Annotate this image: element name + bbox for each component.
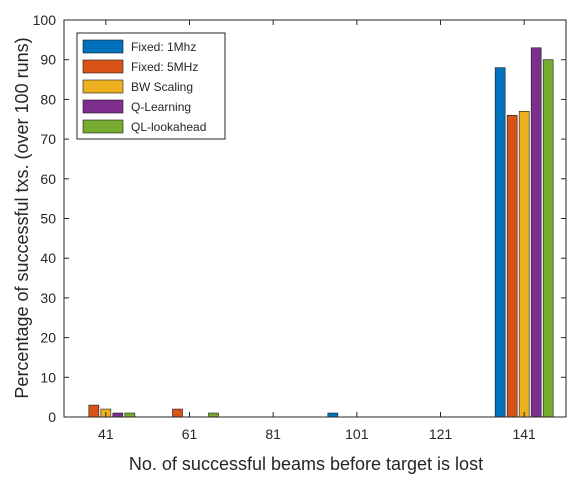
legend-label: Fixed: 5MHz bbox=[131, 60, 198, 74]
x-tick-label: 41 bbox=[98, 426, 114, 442]
x-tick-label: 141 bbox=[512, 426, 536, 442]
y-tick-label: 40 bbox=[40, 250, 56, 266]
bar-q-learning-141 bbox=[530, 47, 542, 418]
legend-swatch bbox=[82, 39, 124, 54]
y-tick-label: 30 bbox=[40, 290, 56, 306]
bar-fixed-5mhz-41 bbox=[88, 404, 100, 418]
legend-label: QL-lookahead bbox=[131, 120, 206, 134]
y-axis-label: Percentage of successful txs. (over 100 … bbox=[12, 37, 32, 398]
bar-fixed-1mhz-101 bbox=[327, 412, 339, 418]
legend: Fixed: 1Mhz Fixed: 5MHz BW Scaling Q-Learni… bbox=[76, 32, 226, 140]
bar-fixed-1mhz-141 bbox=[494, 67, 506, 418]
bar-ql-lookahead-61 bbox=[208, 412, 219, 418]
y-tick-label: 0 bbox=[48, 409, 56, 425]
legend-label: BW Scaling bbox=[131, 80, 193, 94]
bar-bw-scaling-141 bbox=[518, 111, 530, 418]
x-tick-label: 121 bbox=[429, 426, 453, 442]
y-axis: 0 10 20 30 40 50 60 70 80 90 100 bbox=[33, 12, 566, 425]
x-tick-label: 61 bbox=[182, 426, 198, 442]
legend-swatch bbox=[82, 119, 124, 134]
y-tick-label: 20 bbox=[40, 330, 56, 346]
bar-ql-lookahead-41 bbox=[124, 412, 136, 418]
y-tick-label: 60 bbox=[40, 171, 56, 187]
y-tick-label: 80 bbox=[40, 91, 56, 107]
legend-label: Q-Learning bbox=[131, 100, 191, 114]
x-axis: 41 61 81 101 121 141 bbox=[98, 20, 536, 442]
bar-ql-lookahead-141 bbox=[542, 59, 554, 418]
x-tick-label: 81 bbox=[265, 426, 281, 442]
bar-q-learning-41 bbox=[112, 412, 124, 418]
y-tick-label: 90 bbox=[40, 52, 56, 68]
x-axis-label: No. of successful beams before target is… bbox=[129, 454, 483, 474]
legend-swatch bbox=[82, 59, 124, 74]
bars-layer bbox=[88, 47, 554, 418]
y-tick-label: 10 bbox=[40, 369, 56, 385]
y-tick-label: 70 bbox=[40, 131, 56, 147]
legend-swatch bbox=[82, 99, 124, 114]
y-tick-label: 100 bbox=[33, 12, 57, 28]
legend-label: Fixed: 1Mhz bbox=[131, 40, 196, 54]
bar-fixed-5mhz-141 bbox=[506, 114, 518, 418]
x-tick-label: 101 bbox=[345, 426, 369, 442]
y-tick-label: 50 bbox=[40, 211, 56, 227]
bar-fixed-5mhz-61 bbox=[172, 408, 183, 418]
legend-swatch bbox=[82, 79, 124, 94]
